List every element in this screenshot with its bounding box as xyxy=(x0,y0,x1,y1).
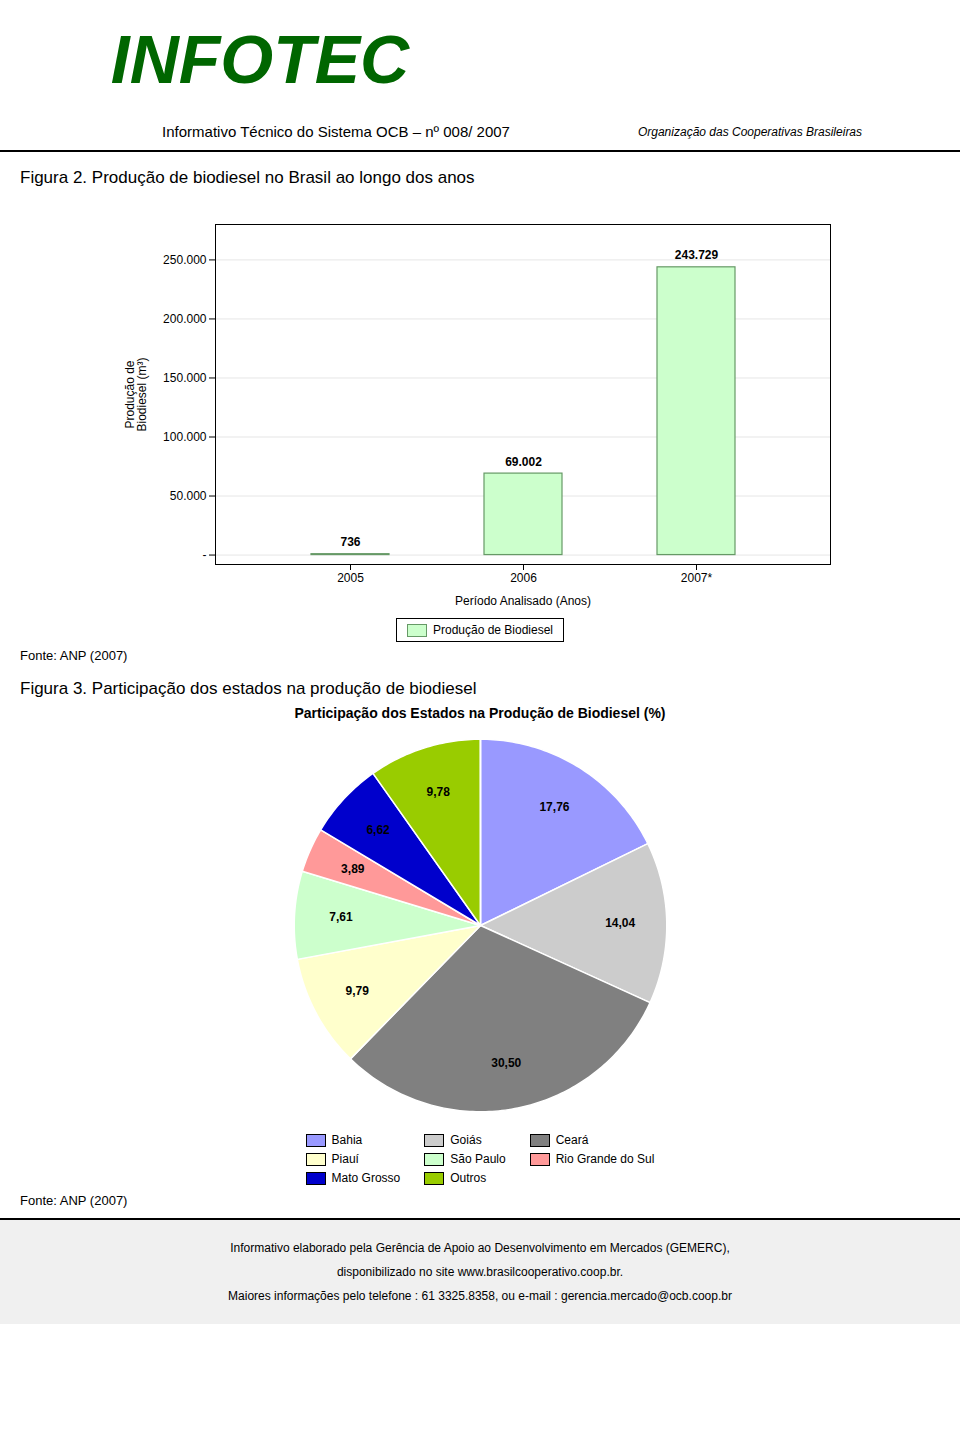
svg-text:736: 736 xyxy=(340,535,360,549)
html-text:Informativo elaborado pela Ger: Informativo elaborado pela Gerência de A… xyxy=(230,1241,730,1255)
html-text:São Paulo: São Paulo xyxy=(450,1152,506,1166)
svg-text:9,79: 9,79 xyxy=(346,984,370,998)
svg-text:250.000: 250.000 xyxy=(163,253,207,267)
html-text:Rio Grande do Sul: Rio Grande do Sul xyxy=(555,1152,655,1166)
svg-text:-: - xyxy=(203,548,207,562)
html-text:Goiás: Goiás xyxy=(450,1133,482,1147)
html-text:Figura 3. Participação dos est: Figura 3. Participação dos estados na pr… xyxy=(20,679,477,698)
svg-text:2005: 2005 xyxy=(337,571,364,585)
html-text:Participação dos Estados na Pr: Participação dos Estados na Produção de … xyxy=(294,705,666,721)
svg-text:9,78: 9,78 xyxy=(426,785,450,799)
html-text:Informativo Técnico do Sistema: Informativo Técnico do Sistema OCB – nº … xyxy=(162,123,510,140)
html-text:INFOTEC: INFOTEC xyxy=(110,21,410,97)
html-text:Bahia: Bahia xyxy=(331,1133,363,1147)
svg-text:Período Analisado (Anos): Período Analisado (Anos) xyxy=(455,594,591,608)
html-text:Outros: Outros xyxy=(450,1171,487,1185)
svg-text:7,61: 7,61 xyxy=(329,910,353,924)
html-text:Maiores informações pelo telef: Maiores informações pelo telefone : 61 3… xyxy=(228,1289,732,1303)
svg-text:50.000: 50.000 xyxy=(170,489,207,503)
svg-text:30,50: 30,50 xyxy=(491,1056,521,1070)
html-text:Organização das Cooperativas B: Organização das Cooperativas Brasileiras xyxy=(637,125,862,139)
svg-text:150.000: 150.000 xyxy=(163,371,207,385)
svg-text:243.729: 243.729 xyxy=(675,248,719,262)
html-text:Fonte: ANP (2007): Fonte: ANP (2007) xyxy=(20,648,128,663)
html-text:Mato Grosso: Mato Grosso xyxy=(331,1171,401,1185)
svg-text:14,04: 14,04 xyxy=(605,916,635,930)
html-text:Ceará: Ceará xyxy=(555,1133,589,1147)
html-text:Produção de Biodiesel: Produção de Biodiesel xyxy=(433,623,553,637)
svg-text:100.000: 100.000 xyxy=(163,430,207,444)
svg-text:3,89: 3,89 xyxy=(341,862,365,876)
html-text:Piauí: Piauí xyxy=(331,1152,359,1166)
svg-text:17,76: 17,76 xyxy=(539,800,569,814)
svg-text:Produção deBiodiesel (m³): Produção deBiodiesel (m³) xyxy=(123,357,149,431)
svg-text:200.000: 200.000 xyxy=(163,312,207,326)
svg-text:2006: 2006 xyxy=(510,571,537,585)
svg-text:2007*: 2007* xyxy=(681,571,713,585)
svg-text:69.002: 69.002 xyxy=(505,455,542,469)
svg-text:6,62: 6,62 xyxy=(366,823,390,837)
html-text:Figura 2. Produção de biodiese: Figura 2. Produção de biodiesel no Brasi… xyxy=(20,168,475,187)
html-text:disponibilizado no site www.br: disponibilizado no site www.brasilcooper… xyxy=(336,1265,624,1279)
html-text:Fonte: ANP (2007): Fonte: ANP (2007) xyxy=(20,1193,128,1208)
